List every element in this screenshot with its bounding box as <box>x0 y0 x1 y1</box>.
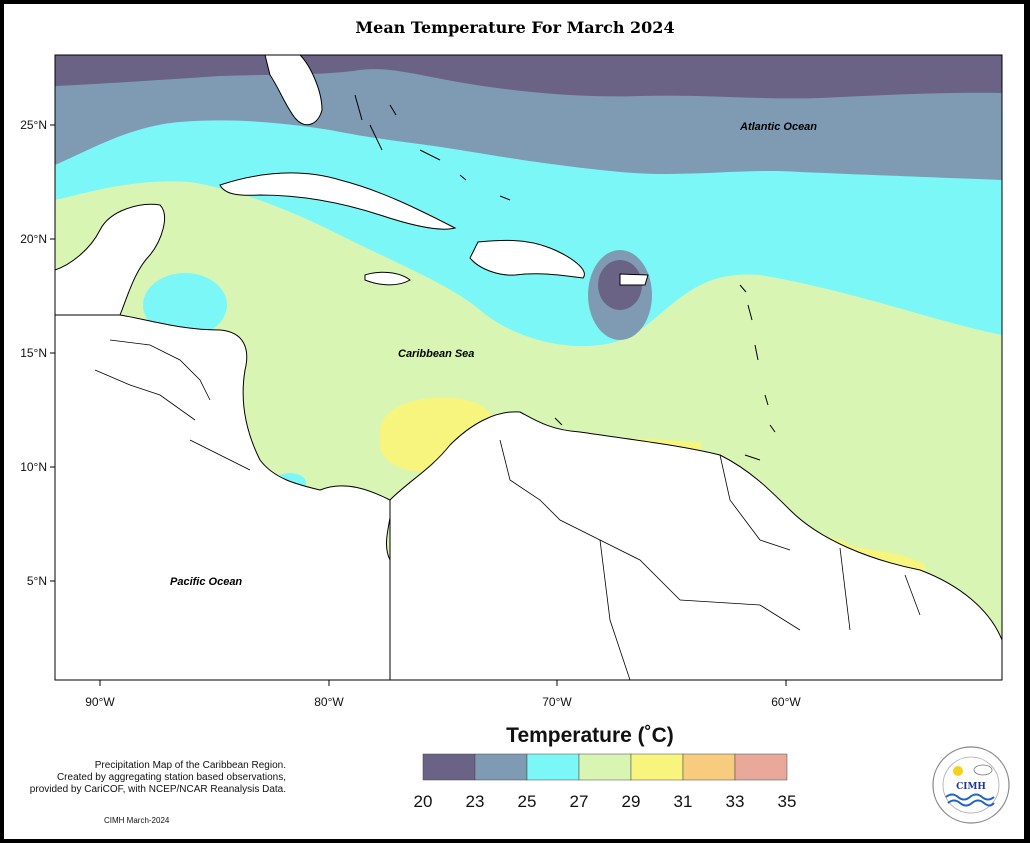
lat-labels: 25°N 20°N 15°N 10°N 5°N <box>20 118 47 588</box>
axis-ticks <box>50 124 787 686</box>
note-line: provided by CariCOF, with NCEP/NCAR Rean… <box>29 784 286 795</box>
legend-tick: 27 <box>570 792 589 811</box>
legend-ticks: 20 23 25 27 29 31 33 35 <box>414 792 797 811</box>
land-masks <box>55 55 1002 680</box>
legend-swatch-31-33 <box>682 753 736 781</box>
florida <box>264 55 323 126</box>
legend-tick: 20 <box>414 792 433 811</box>
atlantic-ocean-label: Atlantic Ocean <box>739 121 817 133</box>
lat-label: 5°N <box>27 574 47 588</box>
legend-tick: 23 <box>466 792 485 811</box>
note-line: Created by aggregating station based obs… <box>56 772 286 783</box>
caribbean-sea-label: Caribbean Sea <box>398 348 474 360</box>
cimh-logo: CIMH <box>932 746 1010 824</box>
legend-swatch-27-29 <box>578 753 632 781</box>
logo-text: CIMH <box>956 782 986 792</box>
lon-label: 70°W <box>542 695 572 709</box>
legend-swatch-25-27 <box>526 753 580 781</box>
cuba <box>219 172 457 230</box>
legend-tick: 25 <box>518 792 537 811</box>
legend-tick: 35 <box>778 792 797 811</box>
map-credit: CIMH March-2024 <box>104 816 170 825</box>
legend-tick: 31 <box>674 792 693 811</box>
legend-swatch-33-35 <box>734 753 788 781</box>
lat-label: 20°N <box>20 232 47 246</box>
note-line: Precipitation Map of the Caribbean Regio… <box>94 760 286 771</box>
legend-swatch-20-23 <box>422 753 476 781</box>
map-title: Mean Temperature For March 2024 <box>355 18 675 37</box>
legend-tick: 33 <box>726 792 745 811</box>
lon-label: 80°W <box>314 695 344 709</box>
map-note: Precipitation Map of the Caribbean Regio… <box>0 760 286 796</box>
lon-label: 60°W <box>771 695 801 709</box>
pacific-ocean-label: Pacific Ocean <box>170 576 242 588</box>
band-25-27-honduras <box>143 273 227 337</box>
puerto-rico <box>619 273 649 286</box>
lon-labels: 90°W 80°W 70°W 60°W <box>85 695 801 709</box>
lon-label: 90°W <box>85 695 115 709</box>
lat-label: 10°N <box>20 460 47 474</box>
lat-label: 25°N <box>20 118 47 132</box>
lat-label: 15°N <box>20 346 47 360</box>
legend-swatch-23-25 <box>474 753 528 781</box>
sun-icon <box>953 766 963 776</box>
band-29-31-colombia <box>380 397 494 472</box>
map-border <box>54 54 1003 681</box>
wave-icon <box>945 793 995 801</box>
hispaniola <box>469 239 585 279</box>
cloud-icon <box>973 764 993 776</box>
legend-tick: 29 <box>622 792 641 811</box>
borders <box>94 339 921 680</box>
legend-swatch-29-31 <box>630 753 684 781</box>
legend-title: Temperature (˚C) <box>506 724 674 747</box>
small-islands <box>354 94 776 461</box>
south-america <box>389 411 1002 680</box>
legend-colorbar <box>422 753 788 781</box>
jamaica <box>364 271 411 286</box>
place-labels: Atlantic Ocean Caribbean Sea Pacific Oce… <box>170 121 817 588</box>
yucatan <box>55 203 165 316</box>
